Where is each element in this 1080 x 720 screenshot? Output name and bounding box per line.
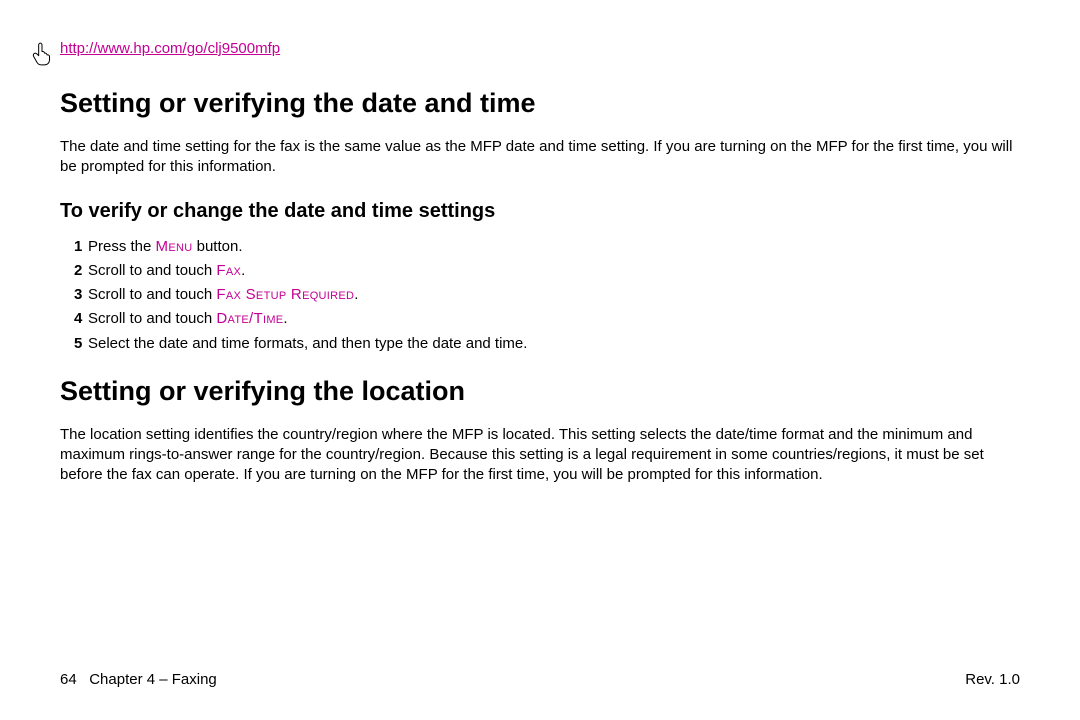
step-number: 1: [60, 237, 88, 257]
step-post-text: button.: [192, 238, 242, 255]
reference-url-link[interactable]: http://www.hp.com/go/clj9500mfp: [60, 40, 280, 57]
step-number: 4: [60, 309, 88, 329]
step-post-text: .: [354, 286, 358, 303]
step-pre-text: Press the: [88, 238, 156, 255]
step-text: Scroll to and touch Date/Time.: [88, 309, 1020, 329]
section2-paragraph: The location setting identifies the coun…: [60, 425, 1020, 486]
step-text: Scroll to and touch Fax.: [88, 261, 1020, 281]
step-text: Press the Menu button.: [88, 237, 1020, 257]
document-page: http://www.hp.com/go/clj9500mfp Setting …: [0, 0, 1080, 486]
step-number: 5: [60, 334, 88, 354]
step-row: 3Scroll to and touch Fax Setup Required.: [60, 285, 1020, 305]
page-footer: 64 Chapter 4 – Faxing Rev. 1.0: [60, 671, 1020, 688]
step-number: 2: [60, 261, 88, 281]
ui-term-label: Date/Time: [216, 310, 283, 327]
section2-heading: Setting or verifying the location: [60, 376, 1020, 407]
footer-right: Rev. 1.0: [965, 671, 1020, 688]
step-pre-text: Scroll to and touch: [88, 310, 216, 327]
footer-chapter: Chapter 4 – Faxing: [89, 671, 217, 688]
step-post-text: .: [241, 262, 245, 279]
ui-term-label: Fax Setup Required: [216, 286, 354, 303]
section1-heading: Setting or verifying the date and time: [60, 88, 1020, 119]
step-row: 1Press the Menu button.: [60, 237, 1020, 257]
step-pre-text: Select the date and time formats, and th…: [88, 335, 527, 352]
section1-paragraph: The date and time setting for the fax is…: [60, 137, 1020, 178]
footer-left: 64 Chapter 4 – Faxing: [60, 671, 217, 688]
step-pre-text: Scroll to and touch: [88, 262, 216, 279]
ui-term-label: Menu: [156, 238, 193, 255]
footer-page-number: 64: [60, 671, 77, 688]
step-text: Select the date and time formats, and th…: [88, 334, 1020, 354]
step-number: 3: [60, 285, 88, 305]
url-row: http://www.hp.com/go/clj9500mfp: [32, 40, 1020, 66]
step-row: 5Select the date and time formats, and t…: [60, 334, 1020, 354]
pointer-hand-icon: [32, 42, 52, 66]
step-text: Scroll to and touch Fax Setup Required.: [88, 285, 1020, 305]
steps-list: 1Press the Menu button.2Scroll to and to…: [60, 237, 1020, 354]
step-row: 4Scroll to and touch Date/Time.: [60, 309, 1020, 329]
step-post-text: .: [283, 310, 287, 327]
ui-term-label: Fax: [216, 262, 241, 279]
section1-subheading: To verify or change the date and time se…: [60, 200, 1020, 223]
step-pre-text: Scroll to and touch: [88, 286, 216, 303]
step-row: 2Scroll to and touch Fax.: [60, 261, 1020, 281]
